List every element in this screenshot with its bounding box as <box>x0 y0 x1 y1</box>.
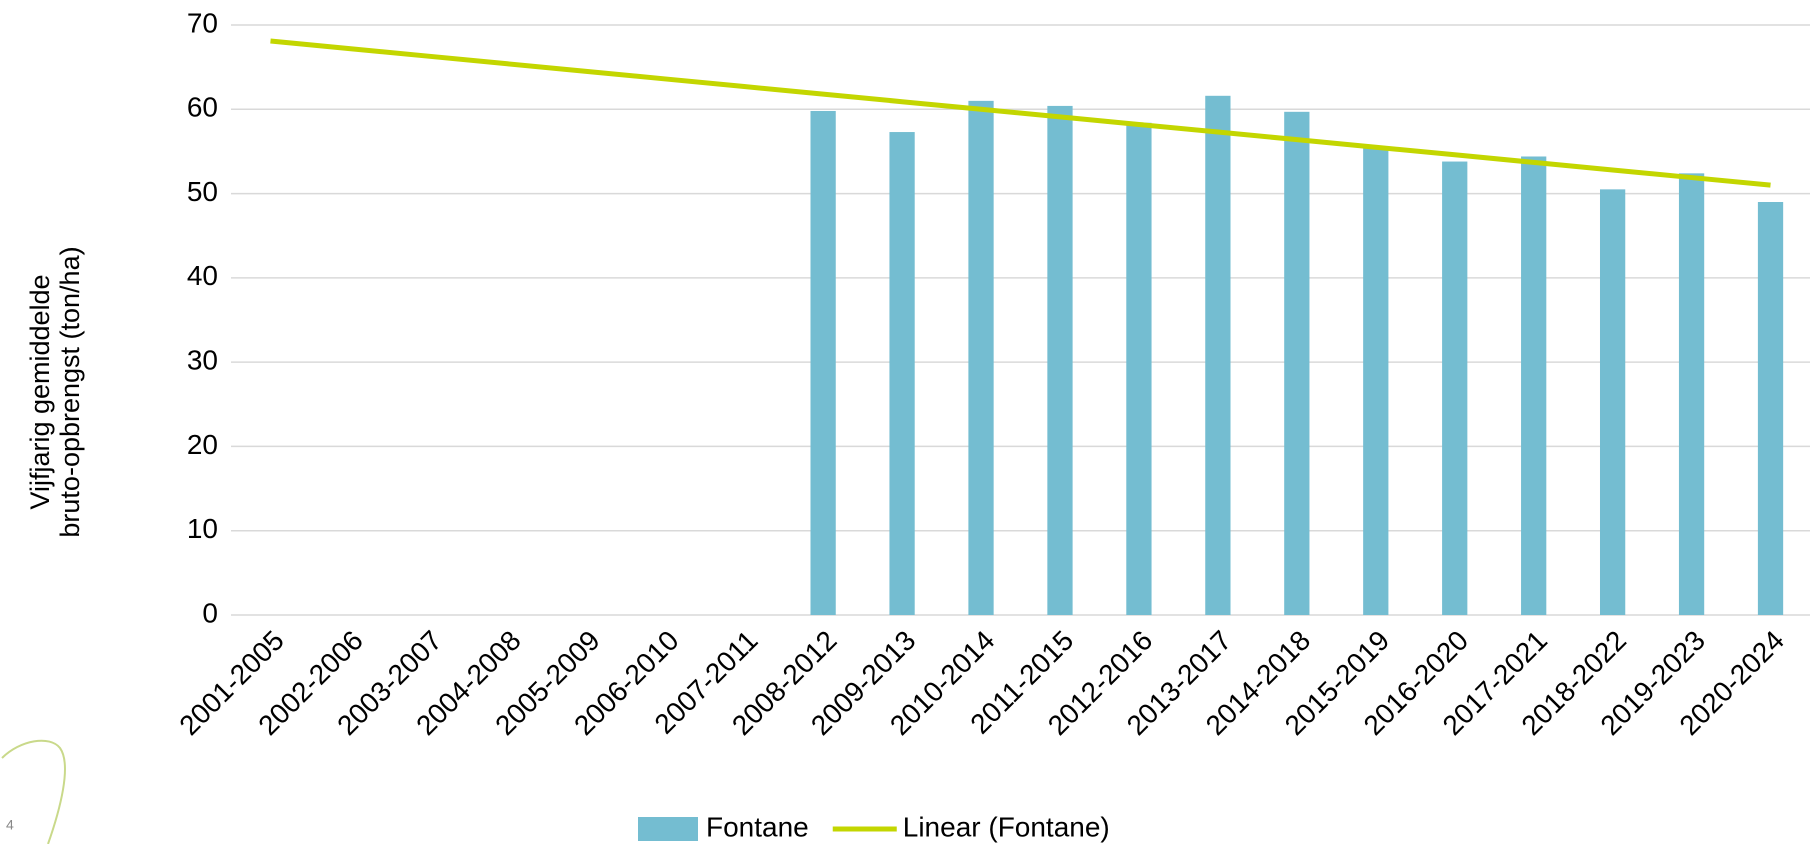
bar <box>1757 202 1784 615</box>
y-tick-label: 60 <box>187 92 218 123</box>
bar <box>1363 146 1389 615</box>
y-tick-label: 0 <box>202 597 218 628</box>
y-axis-label: bruto-opbrengst (ton/ha) <box>55 246 85 537</box>
y-tick-label: 40 <box>187 260 218 291</box>
y-axis-label: Vijfjarig gemiddelde <box>25 274 55 509</box>
bar <box>1205 95 1231 616</box>
bar <box>1599 189 1626 615</box>
bar <box>889 132 915 616</box>
page-number: 4 <box>6 817 14 833</box>
y-tick-label: 20 <box>187 429 218 460</box>
y-tick-label: 50 <box>187 176 218 207</box>
trend-line <box>270 38 1771 188</box>
logo-curve <box>1 739 66 844</box>
bar <box>1521 156 1547 615</box>
bar <box>1126 122 1152 616</box>
bar <box>1442 161 1468 616</box>
bar <box>1678 173 1705 616</box>
legend-swatch <box>638 817 698 841</box>
legend-label: Linear (Fontane) <box>903 811 1110 842</box>
y-tick-label: 70 <box>187 7 218 38</box>
y-tick-label: 10 <box>187 513 218 544</box>
bar <box>968 100 994 616</box>
bar <box>1284 111 1310 616</box>
legend-label: Fontane <box>706 811 809 842</box>
bar <box>810 110 836 615</box>
y-tick-label: 30 <box>187 345 218 376</box>
bar <box>1047 105 1073 616</box>
